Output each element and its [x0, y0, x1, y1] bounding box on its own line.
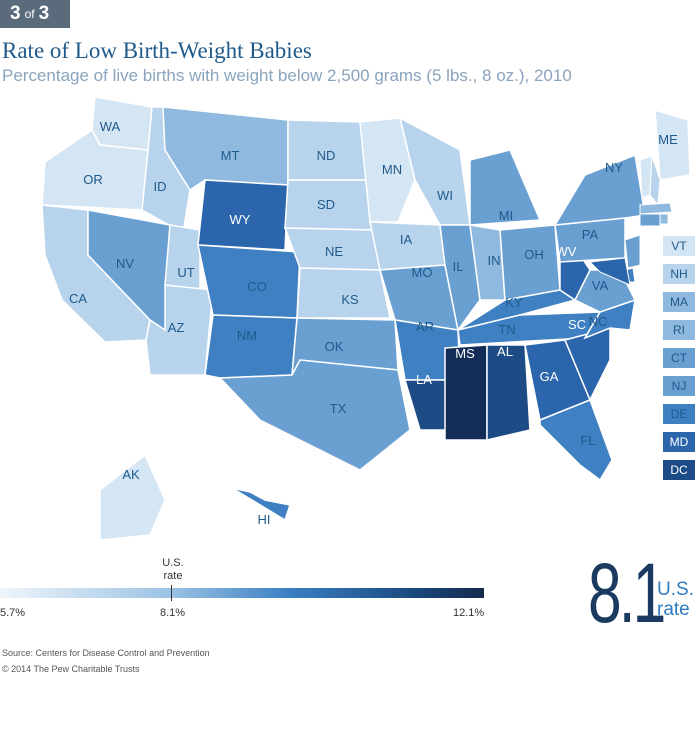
state-hi	[231, 487, 291, 522]
state-label-ia: IA	[400, 232, 413, 247]
state-label-ne: NE	[325, 244, 343, 259]
state-label-ca: CA	[69, 291, 87, 306]
state-label-nm: NM	[237, 328, 257, 343]
source-note: Source: Centers for Disease Control and …	[2, 648, 210, 658]
state-nj	[624, 234, 641, 269]
color-scale-bar	[0, 588, 484, 598]
state-label-ms: MS	[455, 346, 475, 361]
state-label-ok: OK	[325, 339, 344, 354]
state-label-ks: KS	[341, 292, 359, 307]
state-label-al: AL	[497, 344, 513, 359]
state-label-or: OR	[83, 172, 103, 187]
state-me	[654, 108, 691, 181]
state-label-tx: TX	[330, 401, 347, 416]
state-label-mi: MI	[499, 208, 513, 223]
legend-box-ri: RI	[663, 320, 695, 340]
state-label-ky: KY	[505, 295, 523, 310]
page-current: 3	[10, 3, 21, 24]
state-shapes	[41, 96, 691, 541]
state-label-mt: MT	[221, 148, 240, 163]
us-rate-unit: U.S. rate	[657, 579, 694, 620]
state-ut	[164, 224, 201, 291]
scale-mid-label: 8.1%	[160, 607, 186, 619]
state-ma	[639, 202, 673, 215]
state-label-la: LA	[416, 372, 432, 387]
state-label-hi: HI	[258, 512, 271, 527]
state-label-in: IN	[488, 253, 501, 268]
state-label-fl: FL	[580, 433, 595, 448]
page-of: of	[24, 7, 35, 21]
state-label-va: VA	[592, 278, 609, 293]
state-label-wi: WI	[437, 188, 453, 203]
state-label-sc: SC	[568, 317, 586, 332]
state-ri	[659, 213, 669, 225]
state-label-oh: OH	[524, 247, 544, 262]
state-label-ak: AK	[122, 467, 140, 482]
state-mn	[359, 117, 416, 223]
state-nm	[204, 314, 298, 379]
us-rate-tick	[171, 585, 172, 601]
state-label-wa: WA	[100, 119, 121, 134]
state-ct	[639, 213, 661, 227]
state-label-nv: NV	[116, 256, 134, 271]
state-label-mn: MN	[382, 162, 402, 177]
state-oh	[499, 224, 561, 301]
legend-box-de: DE	[663, 404, 695, 424]
state-label-sd: SD	[317, 197, 335, 212]
state-labels: WA OR CA ID NV UT AZ MT WY CO NM ND SD NE KS OK TX MN IA MO…	[69, 119, 678, 527]
state-ak	[99, 453, 166, 541]
page-total: 3	[38, 3, 50, 24]
legend-box-ma: MA	[663, 292, 695, 312]
state-tx	[218, 359, 411, 471]
state-ny	[553, 153, 646, 226]
legend-box-md: MD	[663, 432, 695, 452]
state-label-ut: UT	[177, 265, 194, 280]
state-label-nc: NC	[589, 314, 608, 329]
map-subtitle: Percentage of live births with weight be…	[2, 66, 572, 85]
state-al	[486, 344, 531, 441]
legend-box-dc: DC	[663, 460, 695, 480]
state-mi	[469, 149, 542, 226]
scale-us-rate-label: U.S. rate	[162, 557, 184, 582]
us-rate-value: 8.1	[588, 546, 666, 640]
legend-box-vt: VT	[663, 236, 695, 256]
state-label-wv: WV	[556, 244, 577, 259]
scale-max-label: 12.1%	[453, 607, 485, 619]
state-label-nd: ND	[317, 148, 336, 163]
page-indicator: 3 of 3	[0, 0, 70, 28]
copyright-note: © 2014 The Pew Charitable Trusts	[2, 664, 140, 674]
state-ks	[296, 267, 391, 319]
state-label-wy: WY	[230, 212, 251, 227]
legend-box-ct: CT	[663, 348, 695, 368]
state-label-pa: PA	[582, 227, 599, 242]
state-il	[439, 224, 481, 332]
scale-min-label: 5.7%	[0, 607, 26, 619]
state-wy	[197, 179, 289, 251]
state-label-az: AZ	[168, 320, 185, 335]
us-map: WA OR CA ID NV UT AZ MT WY CO NM ND SD NE KS OK TX MN IA MO…	[41, 96, 691, 541]
state-label-id: ID	[154, 179, 167, 194]
map-title: Rate of Low Birth-Weight Babies	[2, 38, 312, 63]
state-label-ny: NY	[605, 160, 623, 175]
state-label-ga: GA	[540, 369, 559, 384]
state-label-me: ME	[658, 132, 678, 147]
state-label-ar: AR	[416, 319, 434, 334]
state-label-mo: MO	[412, 265, 433, 280]
legend-box-nj: NJ	[663, 376, 695, 396]
state-nc	[583, 298, 636, 340]
legend-box-nh: NH	[663, 264, 695, 284]
state-label-il: IL	[453, 259, 464, 274]
state-label-tn: TN	[498, 322, 515, 337]
state-md	[588, 257, 631, 286]
state-label-co: CO	[247, 279, 267, 294]
state-wv	[559, 254, 591, 302]
